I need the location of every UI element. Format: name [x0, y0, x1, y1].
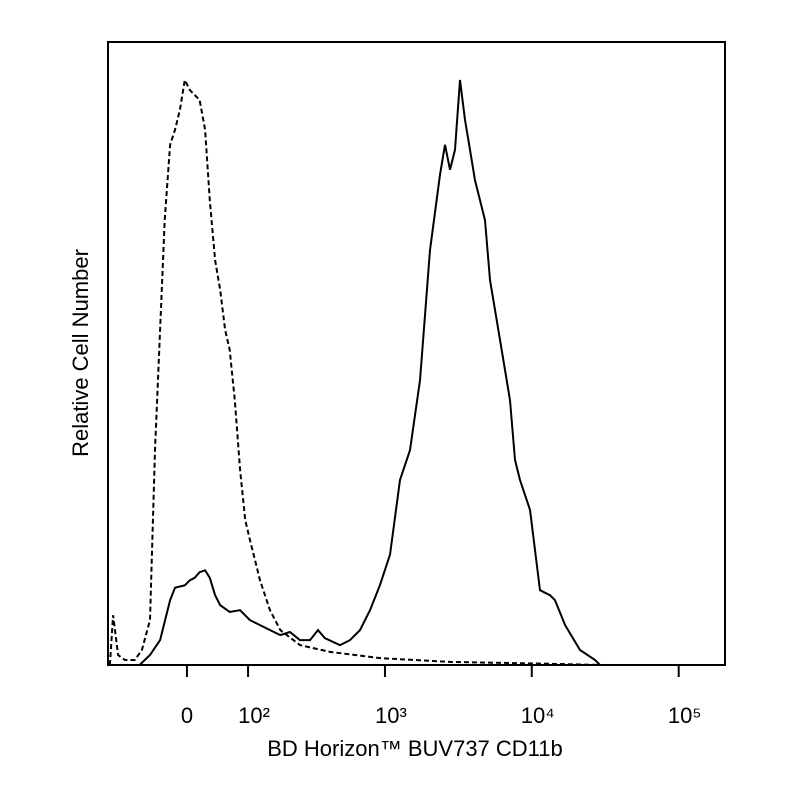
histogram-line — [138, 79, 601, 666]
y-axis-label: Relative Cell Number — [68, 249, 93, 457]
x-tick-label: 10⁵ — [668, 703, 702, 728]
plot-frame — [107, 41, 726, 666]
x-tick-label: 0 — [181, 703, 193, 728]
histogram-line — [108, 76, 601, 666]
x-tick-label: 10³ — [375, 703, 407, 728]
x-tick-label: 10² — [238, 703, 270, 728]
x-tick-label: 10⁴ — [521, 703, 555, 728]
x-axis-label: BD Horizon™ BUV737 CD11b — [267, 736, 563, 761]
